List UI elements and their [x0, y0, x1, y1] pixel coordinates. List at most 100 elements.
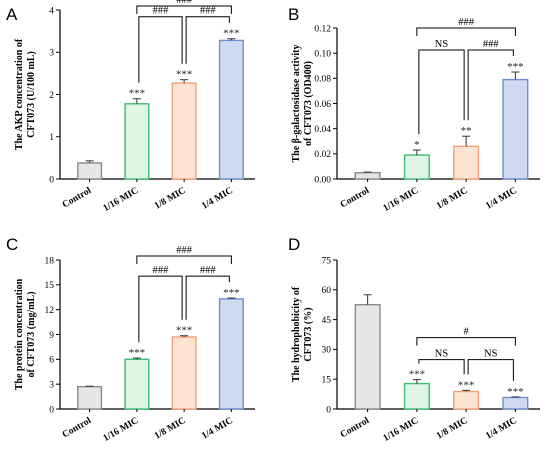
panel-a-y-tick-label: 4 — [49, 6, 54, 16]
panel-a-comparison-bracket — [136, 5, 232, 14]
panel-d-category-label: 1/8 MIC — [435, 416, 470, 442]
panel-b-significance-label: * — [414, 139, 420, 151]
panel-b-letter: B — [288, 5, 299, 24]
panel-a-comparison-label: ### — [176, 0, 193, 6]
panel-d-comparison-label: # — [464, 327, 470, 338]
panel-a-y-tick-label: 3 — [49, 49, 54, 59]
panel-a-comparison-bracket — [138, 16, 183, 83]
panel-d-significance-label: *** — [458, 379, 475, 391]
panel-d-y-axis-label-line: The hydrophobicity of — [291, 286, 302, 382]
panel-a-category-label: 1/8 MIC — [153, 186, 188, 212]
panel-d-category-label: 1/4 MIC — [484, 416, 519, 442]
panel-b-comparison-label: ### — [483, 39, 500, 50]
panel-a-bar — [218, 39, 244, 180]
panel-c-bar — [77, 385, 103, 410]
panel-c-letter: C — [6, 235, 18, 254]
panel-b-y-tick-label: 0.12 — [314, 24, 331, 34]
panel-d-y-tick-label: 75 — [322, 256, 332, 266]
panel-d-y-tick-label: 15 — [322, 376, 332, 386]
panel-d-y-tick-label: 60 — [322, 286, 332, 296]
panel-a-bar — [124, 103, 150, 180]
panel-d-bar — [453, 390, 480, 410]
panel-b-bar — [354, 172, 381, 180]
panel-c-y-tick-label: 0 — [49, 405, 54, 415]
panel-b-comparison-label: NS — [435, 39, 449, 50]
panel-d-y-axis-label-line: CFT073 (%) — [303, 307, 314, 361]
panel-c-y-axis-label-line: The protein concentration — [14, 278, 25, 390]
panel-d-significance-label: *** — [507, 386, 524, 398]
panel-a-comparison-bracket — [185, 16, 230, 64]
panel-c-significance-label: *** — [223, 287, 240, 299]
panel-b-y-tick-label: 0.06 — [314, 100, 331, 110]
panel-b-category-label: 1/4 MIC — [484, 186, 519, 212]
panel-a-comparison-label: ### — [200, 6, 217, 17]
panel-a-y-axis-label: The AKP concentration ofCFT073 (U/100 mL… — [14, 38, 37, 150]
panel-a-significance-label: *** — [129, 88, 146, 100]
panel-d-y-axis-label: The hydrophobicity ofCFT073 (%) — [291, 286, 314, 382]
panel-a-category-label: Control — [61, 186, 94, 211]
panel-a-y-tick-label: 1 — [49, 133, 54, 143]
panel-c-category-label: Control — [61, 416, 94, 441]
panel-d-y-tick-label: 45 — [322, 316, 332, 326]
panel-d-comparison-label: NS — [484, 349, 498, 360]
panel-d-comparison-label: NS — [435, 349, 449, 360]
panel-b-y-axis-label-line: of CFT073 (OD400) — [303, 61, 314, 146]
panel-c-y-tick-label: 12 — [45, 306, 55, 316]
panel-d-category-label: Control — [339, 416, 372, 441]
panel-c-category-label: 1/8 MIC — [153, 416, 188, 442]
panel-a-y-axis-label-line: The AKP concentration of — [14, 38, 25, 150]
panel-d-letter: D — [288, 235, 300, 254]
panel-c-bar — [124, 358, 150, 410]
panel-b-y-tick-label: 0.00 — [314, 175, 331, 185]
panel-d-bar — [403, 382, 430, 410]
panel-c-comparison-bracket — [138, 275, 183, 343]
panel-c: C 0 3 6 9 12 15 18 The protein concentrationof … — [6, 235, 255, 444]
panel-b-y-axis-label: The β-galactosidase activityof CFT073 (O… — [291, 44, 314, 162]
panel-b-category-label: 1/8 MIC — [435, 186, 470, 212]
panel-b-significance-label: ** — [461, 125, 472, 137]
panel-c-comparison-bracket — [185, 275, 230, 320]
panel-b-y-tick-label: 0.02 — [314, 150, 331, 160]
panel-a-significance-label: *** — [223, 28, 240, 40]
panel-c-y-axis-label: The protein concentrationof CFT073 (mg/m… — [14, 278, 37, 390]
panel-d-comparison-bracket — [467, 359, 514, 381]
panel-b-significance-label: *** — [507, 61, 524, 73]
panel-c-significance-label: *** — [176, 325, 193, 337]
panel-d-significance-label: *** — [409, 369, 426, 381]
panel-a-comparison-label: ### — [153, 6, 170, 17]
panel-b-category-label: 1/16 MIC — [382, 186, 421, 214]
panel-b-comparison-bracket — [416, 27, 516, 37]
panel-d-comparison-bracket — [418, 359, 465, 375]
panel-b-y-tick-label: 0.04 — [314, 125, 331, 135]
panel-b-y-tick-label: 0.10 — [314, 49, 331, 59]
panel-a-y-tick-label: 2 — [49, 91, 54, 101]
panel-c-comparison-label: ### — [176, 245, 193, 256]
panel-d: D 0 15 30 45 60 75 The hydrophobicity ofCFT073… — [288, 235, 540, 444]
panel-a-y-axis-label-line: CFT073 (U/100 mL) — [26, 51, 37, 138]
panel-b-y-axis-label-line: The β-galactosidase activity — [291, 44, 302, 162]
panel-c-bar — [171, 336, 197, 410]
panel-a-significance-label: *** — [176, 69, 193, 81]
panel-c-y-tick-label: 3 — [49, 380, 54, 390]
panel-a-category-label: 1/4 MIC — [200, 186, 235, 212]
panel-d-y-tick-label: 30 — [322, 346, 332, 356]
panel-a-category-label: 1/16 MIC — [102, 186, 141, 214]
panel-c-comparison-bracket — [136, 255, 232, 264]
panel-c-y-tick-label: 6 — [49, 356, 54, 366]
panel-b-comparison-label: ### — [458, 17, 475, 28]
panel-c-y-tick-label: 9 — [49, 331, 54, 341]
panel-d-category-label: 1/16 MIC — [382, 416, 421, 444]
panel-c-bar — [218, 298, 244, 410]
panel-b-bar — [453, 145, 480, 180]
panel-b-category-label: Control — [339, 186, 372, 211]
panel-c-y-axis-label-line: of CFT073 (mg/mL) — [26, 291, 37, 377]
panel-d-bar — [502, 396, 529, 410]
panel-c-comparison-label: ### — [200, 265, 217, 276]
panel-c-y-tick-label: 18 — [45, 256, 55, 266]
panel-a-bar — [171, 82, 197, 180]
panel-a-y-tick-label: 0 — [49, 175, 54, 185]
panel-a-bar — [77, 162, 103, 180]
panel-c-category-label: 1/16 MIC — [102, 416, 141, 444]
